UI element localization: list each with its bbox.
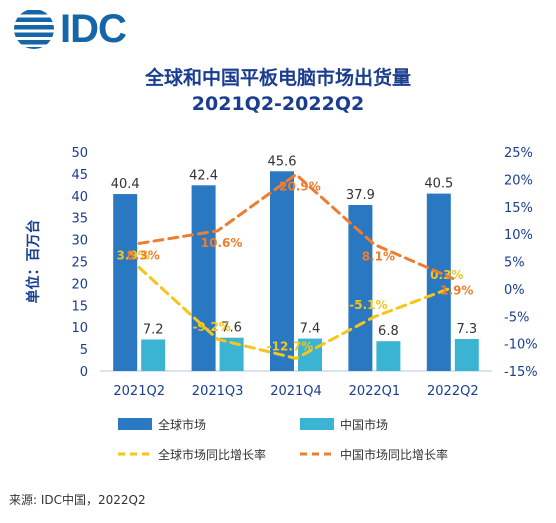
chart-title: 全球和中国平板电脑市场出货量 xyxy=(144,67,411,89)
source-note: 来源: IDC中国，2022Q2 xyxy=(9,493,146,507)
y2-tick-label: 5% xyxy=(504,256,525,271)
y2-tick-label: 15% xyxy=(504,201,533,216)
y2-tick-label: -15% xyxy=(504,365,538,380)
y-tick-label: 45 xyxy=(71,168,88,183)
logo-text: IDC xyxy=(60,6,127,51)
bar xyxy=(141,339,166,371)
y-tick-label: 40 xyxy=(71,190,88,205)
y2-tick-label: 0% xyxy=(504,283,525,298)
bar-value-label: 40.4 xyxy=(111,177,140,192)
bar-value-label: 7.2 xyxy=(143,322,164,337)
bar-value-label: 40.5 xyxy=(424,177,453,192)
legend-swatch xyxy=(118,418,152,430)
bar xyxy=(113,194,138,371)
line-value-label: -9.2% xyxy=(192,320,230,334)
x-tick-label: 2021Q4 xyxy=(270,384,322,399)
y2-tick-label: 10% xyxy=(504,228,533,243)
legend-label: 中国市场 xyxy=(340,417,388,432)
bar-value-label: 7.4 xyxy=(300,322,321,337)
series-line xyxy=(137,266,455,361)
y-tick-label: 30 xyxy=(71,234,88,249)
bar-value-label: 7.6 xyxy=(221,321,242,336)
bar-value-label: 6.8 xyxy=(378,324,399,339)
line-value-label: -12.7% xyxy=(267,339,314,353)
bar xyxy=(348,204,373,371)
bar xyxy=(270,171,294,371)
bar xyxy=(454,339,479,371)
y-axis-label: 单位：百万台 xyxy=(25,220,42,304)
y2-tick-label: -5% xyxy=(504,310,529,325)
line-value-label: 8.3% xyxy=(127,248,160,262)
bar-value-label: 45.6 xyxy=(268,154,297,169)
globe-icon xyxy=(14,10,54,49)
legend-label: 全球市场 xyxy=(158,417,206,432)
bar-value-label: 37.9 xyxy=(346,188,375,203)
bar-value-label: 42.4 xyxy=(189,168,218,183)
y2-tick-label: 25% xyxy=(504,146,533,161)
x-tick-label: 2021Q3 xyxy=(192,384,244,399)
x-tick-label: 2022Q2 xyxy=(427,384,479,399)
line-value-label: 3.9% xyxy=(117,249,150,263)
legend-swatch xyxy=(300,418,334,430)
line-value-label: 1.9% xyxy=(440,283,473,297)
bar xyxy=(376,341,401,371)
y-tick-label: 5 xyxy=(80,343,88,358)
y-tick-label: 10 xyxy=(71,321,88,336)
y-tick-label: 15 xyxy=(71,299,88,314)
line-value-label: 8.1% xyxy=(362,250,395,264)
bar-value-label: 7.3 xyxy=(456,322,477,337)
y2-tick-label: -10% xyxy=(504,338,538,353)
y-tick-label: 50 xyxy=(71,146,88,161)
y-tick-label: 20 xyxy=(71,277,88,292)
y2-tick-label: 20% xyxy=(504,173,533,188)
bar xyxy=(426,193,451,371)
y-tick-label: 25 xyxy=(71,256,88,271)
legend-label: 中国市场同比增长率 xyxy=(340,447,448,462)
x-tick-label: 2022Q1 xyxy=(349,384,401,399)
bar xyxy=(191,185,216,371)
x-tick-label: 2021Q2 xyxy=(113,384,165,399)
idc-logo: IDC xyxy=(12,6,127,52)
line-value-label: 20.9% xyxy=(279,179,321,193)
series-line xyxy=(137,172,455,280)
line-value-label: -5.1% xyxy=(349,298,387,312)
legend-label: 全球市场同比增长率 xyxy=(158,447,266,462)
chart-subtitle: 2021Q2-2022Q2 xyxy=(191,93,365,115)
y-tick-label: 0 xyxy=(80,365,88,380)
line-value-label: 10.6% xyxy=(201,236,243,250)
y-tick-label: 35 xyxy=(71,212,88,227)
